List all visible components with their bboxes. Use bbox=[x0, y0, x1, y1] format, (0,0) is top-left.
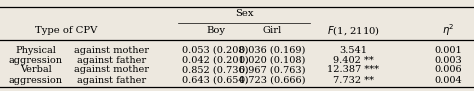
Text: 0.643 (0.654): 0.643 (0.654) bbox=[182, 76, 249, 85]
Text: 0.001: 0.001 bbox=[434, 46, 462, 55]
Text: against mother: against mother bbox=[74, 46, 149, 55]
Text: 0.003: 0.003 bbox=[434, 56, 462, 65]
Text: aggression: aggression bbox=[9, 76, 63, 85]
Text: against father: against father bbox=[77, 76, 146, 85]
Text: 12.387 ***: 12.387 *** bbox=[327, 65, 379, 74]
Text: Girl: Girl bbox=[263, 26, 282, 35]
Text: 0.006: 0.006 bbox=[434, 65, 462, 74]
Text: 0.852 (0.736): 0.852 (0.736) bbox=[182, 65, 249, 74]
Text: Type of CPV: Type of CPV bbox=[35, 26, 98, 35]
Text: 0.020 (0.108): 0.020 (0.108) bbox=[239, 56, 306, 65]
Text: Verbal: Verbal bbox=[20, 65, 51, 74]
Text: 9.402 **: 9.402 ** bbox=[333, 56, 374, 65]
Text: 0.053 (0.208): 0.053 (0.208) bbox=[182, 46, 249, 55]
Text: against mother: against mother bbox=[74, 65, 149, 74]
Text: Physical: Physical bbox=[15, 46, 56, 55]
Text: 0.042 (0.201): 0.042 (0.201) bbox=[182, 56, 249, 65]
Text: 0.036 (0.169): 0.036 (0.169) bbox=[239, 46, 306, 55]
Text: against father: against father bbox=[77, 56, 146, 65]
Text: 0.967 (0.763): 0.967 (0.763) bbox=[239, 65, 306, 74]
Text: 0.723 (0.666): 0.723 (0.666) bbox=[239, 76, 306, 85]
Text: Sex: Sex bbox=[235, 9, 254, 18]
Text: $\eta^2$: $\eta^2$ bbox=[442, 23, 454, 38]
Text: 3.541: 3.541 bbox=[339, 46, 367, 55]
Text: Boy: Boy bbox=[206, 26, 225, 35]
Text: $F$(1, 2110): $F$(1, 2110) bbox=[327, 24, 380, 37]
Text: 0.004: 0.004 bbox=[434, 76, 462, 85]
Text: aggression: aggression bbox=[9, 56, 63, 65]
Text: 7.732 **: 7.732 ** bbox=[333, 76, 374, 85]
